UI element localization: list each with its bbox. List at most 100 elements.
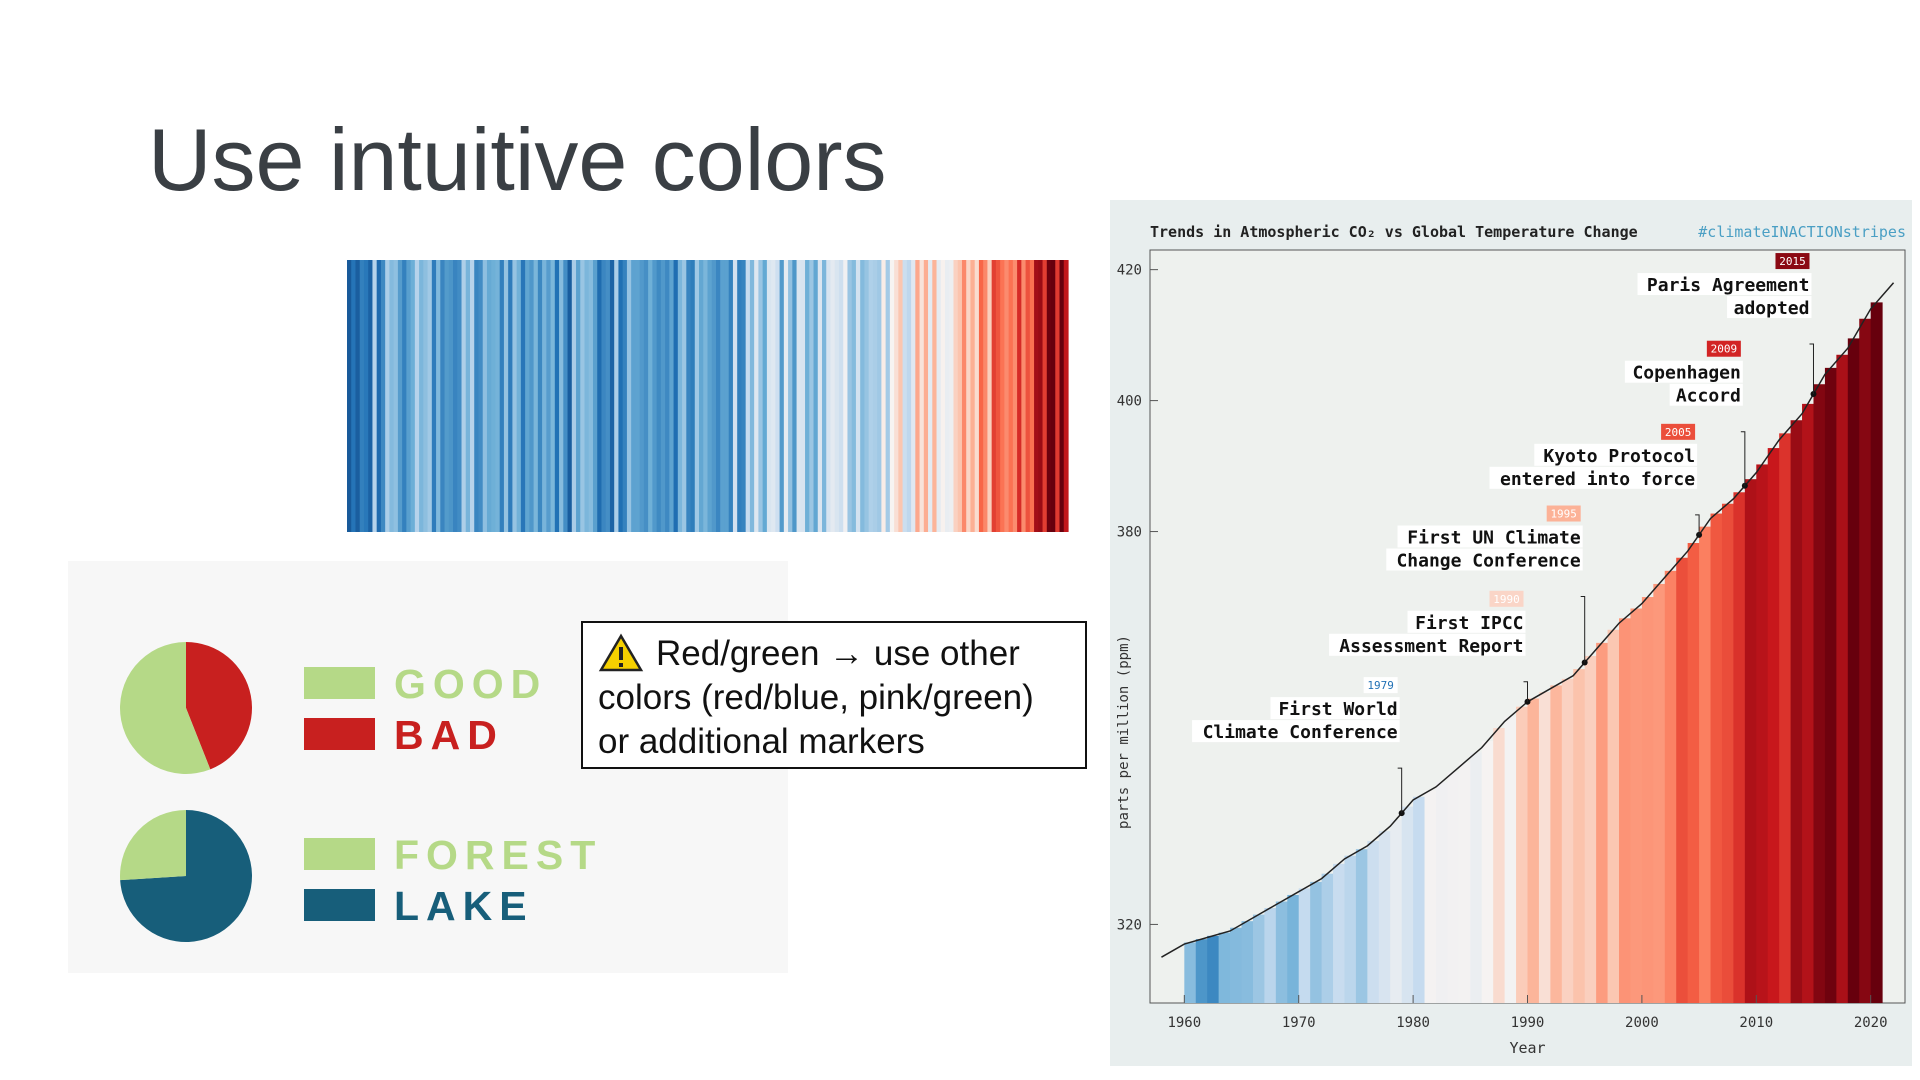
annotation-text: Accord	[1676, 386, 1741, 407]
co2-stripe	[1447, 772, 1460, 1003]
stripe	[605, 260, 611, 532]
year-badge	[1546, 505, 1581, 522]
stripe	[809, 260, 815, 532]
annotation-text: Climate Conference	[1203, 722, 1398, 743]
stripe	[991, 260, 997, 532]
stripe	[423, 260, 429, 532]
pie-slice	[186, 642, 252, 770]
year-badge-label: 1995	[1550, 508, 1577, 521]
stripe	[427, 260, 433, 532]
stripe	[491, 260, 497, 532]
co2-stripe	[1413, 796, 1426, 1003]
stripe	[397, 260, 403, 532]
co2-stripe	[1230, 927, 1243, 1003]
annotation-leader	[1695, 514, 1700, 535]
year-badge-label: 1990	[1493, 593, 1520, 606]
stripe	[436, 260, 441, 532]
stripe	[758, 260, 764, 532]
annotation-text: Copenhagen	[1632, 363, 1740, 384]
stripe	[355, 260, 361, 532]
annotation-text: entered into force	[1500, 469, 1695, 490]
stripe	[571, 260, 577, 532]
co2-stripe	[1641, 597, 1654, 1003]
annotation-bg	[1637, 273, 1812, 296]
co2-stripe	[1218, 932, 1231, 1003]
x-tick-label: 2020	[1854, 1015, 1888, 1031]
year-badge-label: 2015	[1779, 255, 1806, 268]
year-badge	[1775, 253, 1810, 270]
co2-stripe	[1756, 464, 1769, 1004]
stripe	[936, 260, 942, 532]
stripe	[419, 260, 424, 532]
pie-slice	[120, 810, 252, 943]
annotation-text: First UN Climate	[1407, 528, 1581, 549]
year-badge	[1363, 677, 1398, 694]
annotation-leader	[1809, 343, 1814, 395]
stripe	[631, 260, 636, 532]
stripe	[889, 260, 895, 532]
stripe	[728, 260, 734, 532]
co2-stripe	[1607, 629, 1620, 1003]
stripe	[495, 260, 501, 532]
annotation-bg	[1329, 633, 1526, 656]
stripe	[372, 260, 378, 532]
stripe	[826, 260, 832, 532]
stripe	[512, 260, 518, 532]
stripe	[953, 260, 959, 532]
y-tick-label: 420	[1117, 263, 1142, 279]
x-tick-label: 2010	[1739, 1015, 1773, 1031]
co2-stripe	[1287, 894, 1300, 1003]
co2-stripe	[1721, 503, 1734, 1003]
stripe	[546, 260, 552, 532]
co2-stripe	[1710, 513, 1723, 1003]
annotation-bg	[1192, 720, 1400, 743]
stripe	[881, 260, 887, 532]
stripe	[1029, 260, 1035, 532]
stripe	[715, 260, 721, 532]
stripe	[542, 260, 547, 532]
stripe	[376, 260, 382, 532]
stripe	[648, 260, 653, 532]
stripe	[843, 260, 849, 532]
stripe	[643, 260, 649, 532]
y-tick-label: 380	[1117, 525, 1142, 541]
co2-stripe	[1813, 384, 1826, 1003]
co2-stripe	[1252, 914, 1265, 1003]
stripe	[1012, 260, 1018, 532]
stripe	[626, 260, 632, 532]
stripe	[520, 260, 526, 532]
stripe	[431, 260, 437, 532]
co2-stripe	[1310, 881, 1323, 1003]
legend-label: FOREST	[394, 832, 602, 878]
year-badge-label: 2005	[1665, 426, 1692, 439]
stripe	[894, 260, 899, 532]
co2-stripe	[1824, 367, 1837, 1004]
stripe	[453, 260, 458, 532]
stripe	[414, 260, 420, 532]
co2-stripe	[1744, 479, 1757, 1003]
legend-swatch	[304, 667, 375, 699]
callout-text: Red/green → use other	[656, 634, 1020, 673]
warning-icon	[598, 633, 644, 672]
stripe	[741, 260, 747, 532]
co2-stripe	[1687, 543, 1700, 1003]
co2-stripe	[1493, 727, 1506, 1003]
callout-text: or additional markers	[598, 722, 925, 761]
stripe	[817, 260, 823, 532]
annotation-bg	[1489, 466, 1698, 489]
stripe	[686, 260, 692, 532]
co2-stripe	[1619, 618, 1631, 1003]
co2-stripe	[1847, 338, 1860, 1004]
stripe	[368, 260, 374, 532]
stripe	[461, 260, 467, 532]
stripe	[800, 260, 806, 532]
callout-text: colors (red/blue, pink/green)	[598, 678, 1034, 717]
co2-stripe	[1699, 526, 1712, 1003]
stripe	[766, 260, 772, 532]
stripe	[1034, 260, 1039, 532]
stripe	[559, 260, 564, 532]
stripe	[597, 260, 603, 532]
legend-swatch	[304, 718, 375, 750]
stripe	[1059, 260, 1065, 532]
stripe	[588, 260, 594, 532]
